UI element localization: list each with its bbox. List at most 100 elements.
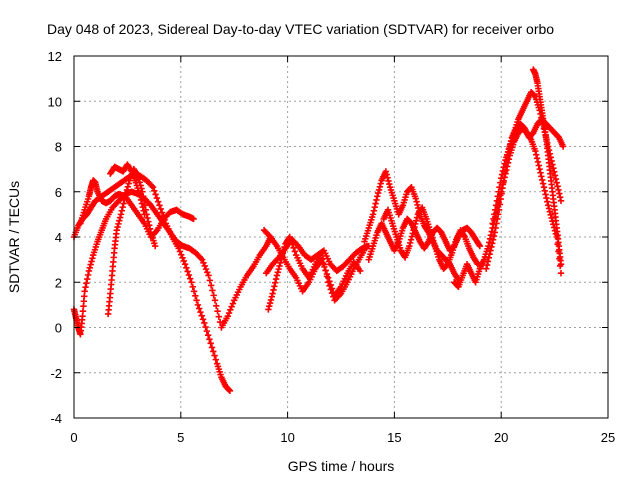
y-tick-label: 0 [55,321,62,336]
data-point [487,247,494,254]
data-point [118,207,126,214]
data-point [154,198,162,205]
data-point [486,239,493,246]
data-point [272,275,280,283]
y-axis-label: SDTVAR / TECUs [6,181,22,293]
data-point [557,270,565,277]
data-point [357,267,364,275]
data-point [559,143,567,150]
data-point [534,158,542,166]
data-point [273,272,281,279]
data-point [89,255,96,262]
data-point [277,259,284,266]
series-arc-3 [77,177,197,241]
x-tick-label: 25 [601,430,615,445]
data-point [407,236,415,243]
data-point [137,193,144,200]
data-point [411,223,418,231]
data-point [375,186,383,194]
data-point [84,275,91,283]
data-point [491,229,498,236]
data-point [266,303,273,310]
data-point [542,191,549,198]
data-point [498,171,506,178]
data-point [81,288,88,295]
data-point [495,188,502,195]
data-point [229,300,237,307]
data-point [205,272,212,279]
data-point [85,267,93,275]
data-point [489,220,496,227]
data-point [152,191,159,198]
data-point [318,249,325,257]
data-point [385,177,392,185]
data-point [179,254,186,262]
data-point [178,251,185,258]
data-point [533,151,540,158]
data-point [210,348,217,355]
data-point [204,269,211,276]
data-point [540,184,548,191]
data-point [138,200,146,207]
data-point [476,242,484,250]
data-point [383,171,390,178]
data-point [158,209,166,216]
data-point [557,197,565,204]
y-tick-label: 12 [48,49,62,64]
series-arc-5 [107,161,148,218]
data-point [225,386,233,394]
data-point [204,331,212,339]
data-point [125,180,132,187]
data-point [122,189,130,197]
data-point [267,296,275,304]
data-point [491,211,498,218]
data-point [122,193,129,200]
data-point [274,269,281,276]
data-point [183,264,190,271]
data-point [547,211,554,219]
data-point [86,264,94,271]
y-tick-label: 4 [55,230,62,245]
y-tick-label: 6 [55,185,62,200]
data-point [488,243,495,251]
data-point [82,284,89,291]
data-point [210,292,217,299]
data-point [206,336,213,343]
data-point [193,297,200,304]
data-point [485,242,492,250]
data-point [290,244,297,252]
y-tick-label: 2 [55,275,62,290]
data-point [496,184,503,191]
data-point [268,293,275,300]
data-point [536,165,543,173]
data-point [557,260,565,268]
data-point [291,248,299,255]
data-point [116,217,123,224]
data-point [322,267,329,274]
data-point [151,242,159,250]
data-point [198,312,205,319]
data-point [492,202,500,209]
data-point [121,196,128,204]
data-point [556,193,564,201]
data-point [497,179,504,186]
data-point [83,279,90,287]
data-point [374,193,381,200]
data-point [157,205,164,213]
data-point [499,167,507,175]
data-point [485,254,493,262]
data-point [319,260,327,267]
y-tick-label: -2 [50,366,62,381]
data-point [140,207,147,214]
data-point [194,301,202,309]
series-arc-15 [530,66,565,268]
data-point [489,236,497,243]
data-point [483,265,490,272]
data-point [406,242,413,250]
data-point [552,175,560,183]
data-point [137,196,145,204]
data-point [409,230,416,237]
data-point [209,287,216,294]
data-point [212,356,220,363]
